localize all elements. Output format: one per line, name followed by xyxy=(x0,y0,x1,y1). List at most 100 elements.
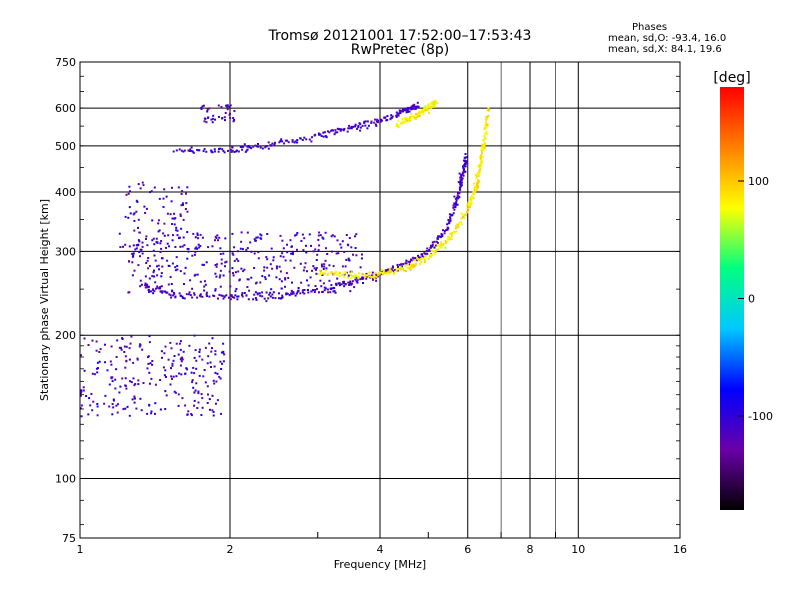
echo-point xyxy=(423,252,426,255)
echo-point xyxy=(394,269,396,272)
echo-point xyxy=(129,380,131,383)
echo-point xyxy=(132,361,135,364)
echo-point xyxy=(469,196,472,199)
echo-point xyxy=(114,378,117,381)
echo-point xyxy=(403,117,406,120)
echo-point xyxy=(265,300,268,303)
echo-point xyxy=(308,138,311,141)
echo-point xyxy=(116,411,119,414)
echo-point xyxy=(459,176,462,179)
echo-point xyxy=(398,267,401,270)
echo-point xyxy=(386,119,389,121)
echo-point xyxy=(80,389,83,392)
echo-point xyxy=(111,403,114,405)
echo-point xyxy=(394,270,396,273)
echo-point xyxy=(150,190,153,193)
echo-point xyxy=(229,116,232,119)
echo-point xyxy=(171,364,174,367)
echo-point xyxy=(191,381,194,384)
echo-point xyxy=(235,288,238,290)
echo-point xyxy=(162,197,165,200)
echo-point xyxy=(303,292,306,295)
echo-point xyxy=(139,343,142,346)
echo-point xyxy=(442,243,445,246)
echo-point xyxy=(138,251,141,253)
echo-point xyxy=(390,114,393,117)
echo-point xyxy=(121,337,124,340)
echo-point xyxy=(259,281,262,284)
echo-point xyxy=(433,250,436,252)
echo-point xyxy=(475,182,478,185)
phases-o-stats: mean, sd,O: -93.4, 16.0 xyxy=(608,33,727,44)
echo-point xyxy=(406,119,409,122)
echo-point xyxy=(293,266,296,269)
echo-point xyxy=(410,112,413,115)
echo-point xyxy=(412,115,415,117)
echo-point xyxy=(158,229,161,232)
echo-point xyxy=(432,249,435,252)
echo-point xyxy=(144,284,147,287)
colorbar-tick-label: 0 xyxy=(748,293,755,306)
echo-point xyxy=(410,259,413,262)
echo-point xyxy=(453,195,456,198)
echo-point xyxy=(154,402,157,405)
echo-point xyxy=(426,108,429,111)
echo-point xyxy=(141,245,144,248)
echo-point xyxy=(466,207,469,210)
echo-point xyxy=(324,269,327,272)
echo-point xyxy=(434,251,437,254)
echo-point xyxy=(228,113,231,116)
echo-point xyxy=(421,255,424,258)
echo-point xyxy=(325,267,328,270)
echo-point xyxy=(159,251,162,253)
echo-point xyxy=(152,288,155,291)
echo-point xyxy=(123,345,126,348)
echo-point xyxy=(204,280,206,283)
echo-point xyxy=(183,283,185,285)
echo-point xyxy=(321,274,324,276)
echo-point xyxy=(196,407,199,409)
echo-point xyxy=(457,225,460,228)
echo-point xyxy=(202,150,205,153)
echo-point xyxy=(439,246,442,249)
echo-point xyxy=(337,282,340,285)
echo-point xyxy=(450,237,453,240)
echo-point xyxy=(274,297,277,300)
echo-point xyxy=(171,217,174,220)
echo-point xyxy=(106,369,109,372)
echo-point xyxy=(418,258,420,261)
echo-point xyxy=(172,359,175,362)
echo-point xyxy=(387,271,390,274)
echo-point xyxy=(187,293,190,296)
echo-point xyxy=(128,291,131,294)
echo-point xyxy=(238,278,241,281)
echo-point xyxy=(462,171,465,174)
echo-point xyxy=(261,295,264,298)
echo-point xyxy=(397,120,400,123)
echo-point xyxy=(148,265,151,267)
echo-point xyxy=(350,127,353,130)
echo-point xyxy=(214,288,217,291)
echo-point xyxy=(351,126,354,128)
echo-point xyxy=(167,234,170,237)
echo-point xyxy=(447,219,450,221)
echo-point xyxy=(356,275,359,278)
echo-point xyxy=(384,269,387,272)
echo-point xyxy=(388,269,391,271)
echo-point xyxy=(214,235,217,238)
echo-point xyxy=(159,242,162,245)
echo-point xyxy=(124,366,127,369)
echo-point xyxy=(241,295,244,298)
echo-point xyxy=(182,236,185,239)
echo-point xyxy=(441,235,444,238)
echo-point xyxy=(429,253,432,256)
echo-point xyxy=(457,223,460,226)
echo-point xyxy=(452,230,455,233)
echo-point xyxy=(297,287,300,289)
echo-point xyxy=(148,335,151,338)
echo-point xyxy=(330,250,333,253)
echo-point xyxy=(306,279,308,282)
echo-point xyxy=(147,267,150,270)
echo-point xyxy=(285,293,288,296)
echo-point xyxy=(393,272,395,275)
